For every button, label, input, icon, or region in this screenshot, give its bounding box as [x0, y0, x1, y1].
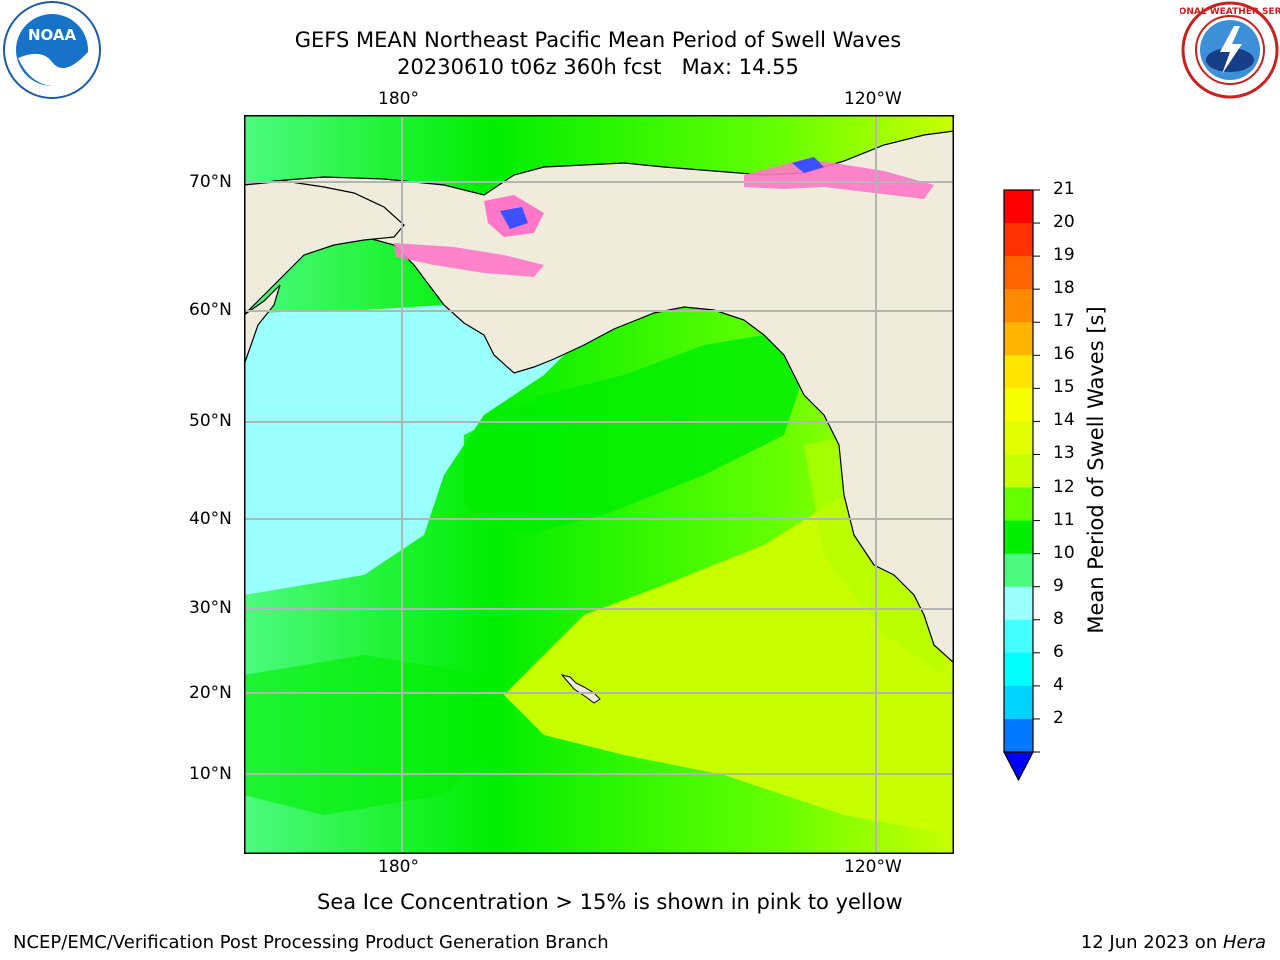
colorbar-cell — [1004, 190, 1033, 224]
colorbar-cell — [1004, 322, 1033, 356]
sea-ice-beaufort — [744, 159, 934, 199]
map-frame — [244, 115, 954, 854]
colorbar-tick-label: 18 — [1053, 278, 1075, 299]
colorbar-tick-label: 14 — [1053, 410, 1075, 431]
lon-label-bottom-120w: 120°W — [844, 857, 902, 877]
svg-text:NOAA: NOAA — [28, 26, 77, 44]
colorbar-tick-label: 4 — [1053, 674, 1064, 695]
colorbar — [1003, 189, 1040, 782]
colorbar-cell — [1004, 487, 1033, 522]
colorbar-cell — [1004, 619, 1033, 654]
chart-title: GEFS MEAN Northeast Pacific Mean Period … — [294, 28, 902, 52]
lat-label-60n: 60°N — [189, 300, 232, 320]
sea-ice-chukchi-core — [500, 207, 528, 229]
lat-label-30n: 30°N — [189, 598, 232, 618]
colorbar-cell — [1004, 388, 1033, 422]
chart-subtitle: 20230610 t06z 360h fcst Max: 14.55 — [397, 55, 799, 79]
colorbar-cell — [1004, 454, 1033, 489]
colorbar-cell — [1004, 421, 1033, 455]
lat-label-20n: 20°N — [189, 683, 232, 703]
colorbar-cell — [1004, 718, 1033, 753]
noaa-logo: NOAA — [2, 0, 102, 100]
footer-host: Hera — [1222, 932, 1266, 953]
colorbar-tick-label: 21 — [1053, 179, 1075, 199]
lat-label-10n: 10°N — [189, 764, 232, 784]
lon-label-bottom-180: 180° — [378, 857, 419, 877]
colorbar-cell — [1004, 586, 1033, 621]
swell-region-yellow — [504, 495, 954, 835]
lon-label-top-120w: 120°W — [844, 89, 902, 109]
colorbar-tick-label: 15 — [1053, 377, 1075, 398]
colorbar-cell — [1004, 685, 1033, 720]
colorbar-tick-label: 19 — [1053, 245, 1075, 266]
sea-ice-beaufort-core — [792, 157, 824, 173]
colorbar-tick-label: 12 — [1053, 476, 1075, 497]
map-panel — [244, 115, 954, 854]
colorbar-tick-label: 6 — [1053, 641, 1064, 662]
colorbar-cell — [1004, 256, 1033, 290]
colorbar-tick-label: 20 — [1053, 212, 1075, 233]
footer-date: 12 Jun 2023 on — [1080, 932, 1223, 953]
colorbar-tick-label: 9 — [1053, 575, 1064, 596]
sea-ice-caption: Sea Ice Concentration > 15% is shown in … — [317, 890, 903, 914]
colorbar-frame — [1003, 189, 1034, 753]
colorbar-tick-label: 13 — [1053, 443, 1075, 464]
colorbar-tick-label: 17 — [1053, 311, 1075, 332]
lat-label-40n: 40°N — [189, 509, 232, 529]
land-north-america — [244, 130, 954, 664]
footer-right: 12 Jun 2023 on Hera — [1081, 932, 1266, 953]
colorbar-cell — [1004, 223, 1033, 257]
svg-text:NATIONAL WEATHER SERVICE: NATIONAL WEATHER SERVICE — [1180, 7, 1280, 17]
colorbar-cell — [1004, 289, 1033, 323]
colorbar-tick-label: 11 — [1053, 509, 1075, 530]
land-kamchatka — [244, 284, 281, 366]
footer-left: NCEP/EMC/Verification Post Processing Pr… — [13, 932, 609, 953]
sea-ice-bering — [394, 243, 544, 277]
nws-logo: NATIONAL WEATHER SERVICE — [1155, 0, 1280, 100]
lon-label-top-180: 180° — [378, 89, 419, 109]
lat-label-70n: 70°N — [189, 172, 232, 192]
colorbar-cell — [1004, 553, 1033, 588]
colorbar-cell — [1004, 520, 1033, 555]
colorbar-label: Mean Period of Swell Waves [s] — [1084, 306, 1108, 634]
colorbar-tick-label: 8 — [1053, 608, 1064, 629]
land-siberia — [244, 180, 405, 316]
colorbar-extend-triangle — [1003, 751, 1034, 782]
swell-region-green — [464, 335, 804, 535]
map-gridlines — [244, 115, 954, 854]
colorbar-tick-label: 2 — [1053, 707, 1064, 728]
colorbar-tick-label: 10 — [1053, 542, 1075, 563]
lat-label-50n: 50°N — [189, 411, 232, 431]
colorbar-cell — [1004, 355, 1033, 389]
colorbar-tick-label: 16 — [1053, 344, 1075, 365]
colorbar-cell — [1004, 652, 1033, 687]
